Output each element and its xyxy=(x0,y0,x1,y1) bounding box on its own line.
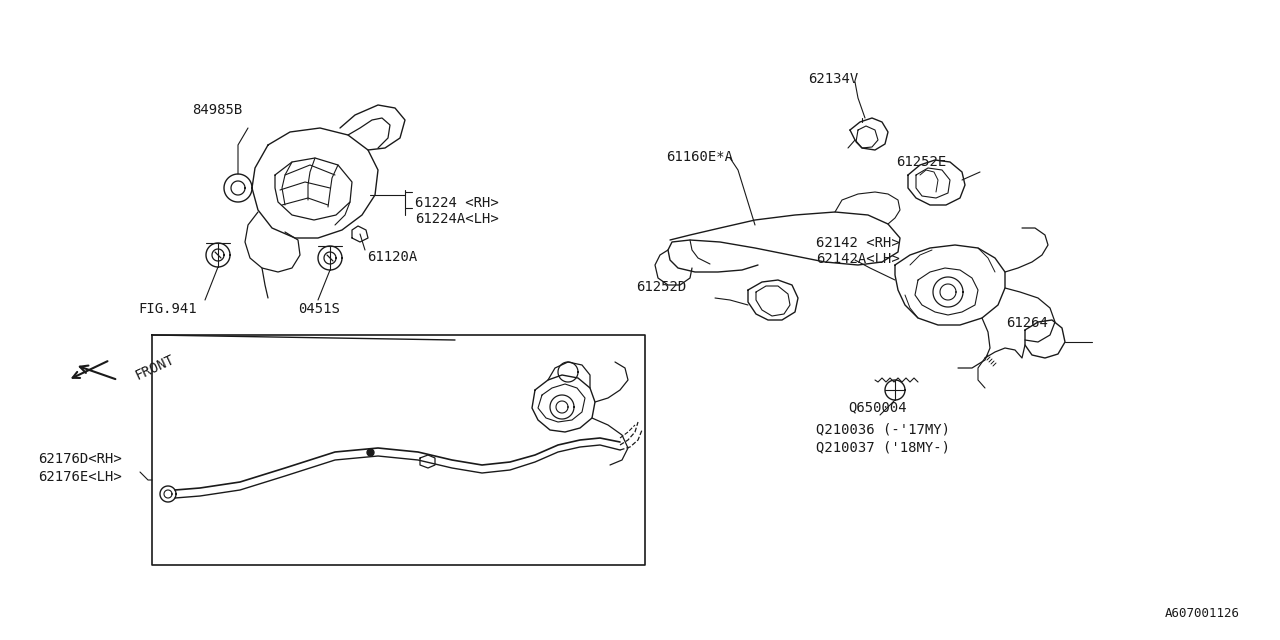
Text: 62142 <RH>: 62142 <RH> xyxy=(817,236,900,250)
Text: 62176E<LH>: 62176E<LH> xyxy=(38,470,122,484)
Text: 61264: 61264 xyxy=(1006,316,1048,330)
Text: 61224 <RH>: 61224 <RH> xyxy=(415,196,499,210)
Text: 61252E: 61252E xyxy=(896,155,946,169)
Text: Q210037 ('18MY-): Q210037 ('18MY-) xyxy=(817,440,950,454)
Text: 62142A<LH>: 62142A<LH> xyxy=(817,252,900,266)
Text: 61224A<LH>: 61224A<LH> xyxy=(415,212,499,226)
Text: 0451S: 0451S xyxy=(298,302,340,316)
Text: 62134V: 62134V xyxy=(808,72,859,86)
Text: 84985B: 84985B xyxy=(192,103,242,117)
Text: 62176D<RH>: 62176D<RH> xyxy=(38,452,122,466)
Text: 61120A: 61120A xyxy=(367,250,417,264)
Text: 61252D: 61252D xyxy=(636,280,686,294)
Text: FIG.941: FIG.941 xyxy=(138,302,197,316)
Text: 61160E*A: 61160E*A xyxy=(666,150,733,164)
Text: Q650004: Q650004 xyxy=(849,400,906,414)
Text: Q210036 (-'17MY): Q210036 (-'17MY) xyxy=(817,422,950,436)
Text: FRONT: FRONT xyxy=(133,352,177,383)
Text: A607001126: A607001126 xyxy=(1165,607,1240,620)
